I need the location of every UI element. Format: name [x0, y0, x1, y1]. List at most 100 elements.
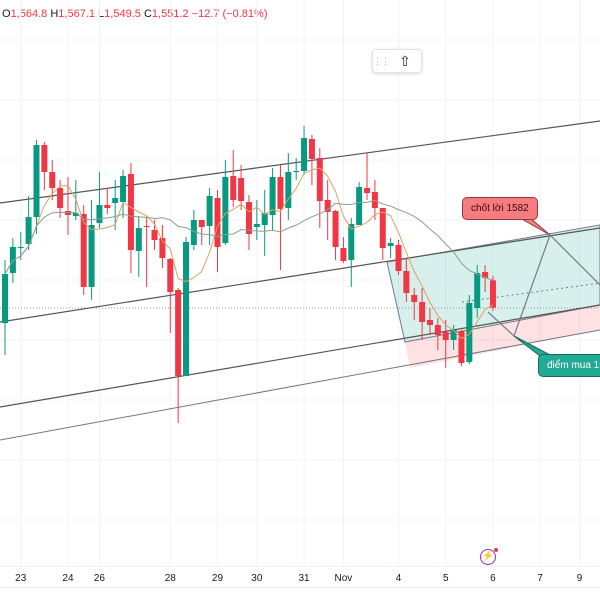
x-tick-label: 4 — [395, 573, 402, 584]
candle-body — [80, 214, 87, 287]
close-label: C — [143, 8, 152, 20]
candle-body — [57, 188, 64, 208]
candle-body — [356, 187, 363, 225]
candle-body — [96, 205, 103, 223]
candles — [2, 126, 496, 423]
candle-body — [183, 242, 190, 376]
candle-body — [379, 208, 386, 248]
channel-line-bottom[interactable] — [0, 329, 600, 441]
candle-body — [387, 243, 394, 246]
candle-body — [33, 145, 40, 217]
candle-body — [151, 230, 158, 240]
projection-line[interactable] — [461, 282, 600, 303]
price-chart[interactable] — [0, 0, 600, 566]
open-label: O — [2, 8, 11, 20]
x-tick-label: 9 — [576, 573, 583, 584]
candle-body — [41, 145, 48, 172]
home-icon[interactable]: ⇧ — [399, 52, 411, 69]
candle-body — [88, 225, 95, 287]
candle-body — [175, 290, 182, 376]
candle-body — [25, 217, 32, 244]
x-tick-label: 6 — [490, 573, 496, 584]
x-axis[interactable]: 23 24 26 28 29 30 31 Nov 4 5 6 7 9 — [0, 566, 600, 588]
x-tick-label: 23 — [15, 573, 27, 584]
x-tick-label: 5 — [442, 573, 449, 584]
path-projection[interactable] — [487, 233, 600, 338]
candle-body — [348, 224, 355, 260]
x-tick-label: 26 — [93, 573, 105, 584]
candle-body — [332, 211, 339, 247]
x-tick-label: Nov — [334, 573, 353, 584]
low-value: 1,549.5 — [104, 8, 141, 20]
x-tick-label: 31 — [298, 573, 310, 584]
x-tick-label: 30 — [251, 573, 263, 584]
candle-body — [340, 248, 347, 261]
candle-body — [253, 224, 260, 227]
buy-point-callout[interactable]: điểm mua 1534 — [538, 354, 600, 377]
candle-body — [245, 202, 252, 234]
candle-body — [308, 139, 315, 159]
candle-body — [293, 171, 300, 172]
stop-zone[interactable] — [405, 305, 600, 368]
candle-body — [261, 213, 268, 225]
candle-body — [143, 226, 150, 227]
take-profit-pointer — [518, 217, 551, 236]
x-tick-label: 24 — [62, 573, 74, 584]
candle-body — [159, 238, 166, 258]
candle-body — [364, 188, 371, 193]
ma-fast-line — [4, 167, 494, 340]
take-profit-callout[interactable]: chốt lời 1582 — [462, 197, 538, 220]
candle-body — [426, 320, 433, 325]
open-value: 1,564.8 — [10, 8, 48, 20]
grid — [0, 0, 600, 566]
candle-body — [112, 198, 119, 203]
channel-line-upper[interactable] — [0, 120, 600, 204]
lightning-icon[interactable]: ⚡ — [480, 548, 498, 565]
candle-body — [49, 172, 56, 188]
candle-body — [120, 176, 127, 202]
candle-body — [222, 177, 229, 243]
low-label: L — [98, 8, 105, 20]
ma-slow-line — [4, 199, 494, 281]
candle-body — [466, 303, 473, 362]
candle-body — [434, 325, 441, 335]
candle-body — [324, 200, 331, 212]
candle-body — [411, 295, 418, 302]
candle-body — [214, 198, 221, 247]
candle-body — [127, 174, 134, 250]
candle-body — [238, 178, 245, 201]
x-tick-label: 28 — [164, 573, 176, 584]
candle-body — [17, 247, 24, 248]
drag-handle-icon[interactable]: ⋮⋮ — [373, 55, 390, 66]
candle-body — [2, 274, 8, 323]
candle-body — [474, 273, 481, 308]
ohlc-legend: O1,564.8 H1,567.1 L1,549.5 C1,551.2 −12.… — [2, 8, 268, 20]
change-value: −12.7 (−0.81%) — [191, 8, 268, 20]
candle-body — [135, 228, 142, 251]
candle-body — [403, 271, 410, 293]
x-tick-label: 29 — [211, 573, 224, 584]
candle-body — [316, 158, 323, 201]
channel-line-mid[interactable] — [0, 227, 600, 323]
candle-body — [198, 220, 205, 227]
candle-body — [206, 196, 213, 226]
candle-body — [450, 330, 457, 340]
candle-body — [301, 138, 308, 171]
candle-body — [277, 177, 284, 209]
candle-body — [269, 177, 276, 215]
high-label: H — [50, 8, 59, 20]
candle-body — [167, 259, 174, 292]
candle-body — [190, 220, 197, 245]
candle-body — [442, 332, 449, 340]
candle-body — [395, 245, 402, 271]
candle-body — [489, 280, 496, 308]
x-tick-label: 7 — [537, 573, 543, 584]
floating-toolbar[interactable]: ⋮⋮ ⇧ — [372, 49, 422, 73]
channel-line-lower[interactable] — [0, 304, 600, 408]
candle-body — [458, 331, 465, 363]
candle-body — [230, 176, 237, 200]
candle-body — [482, 272, 489, 278]
candle-body — [72, 213, 79, 216]
candle-body — [104, 205, 111, 208]
candle-body — [419, 302, 426, 322]
